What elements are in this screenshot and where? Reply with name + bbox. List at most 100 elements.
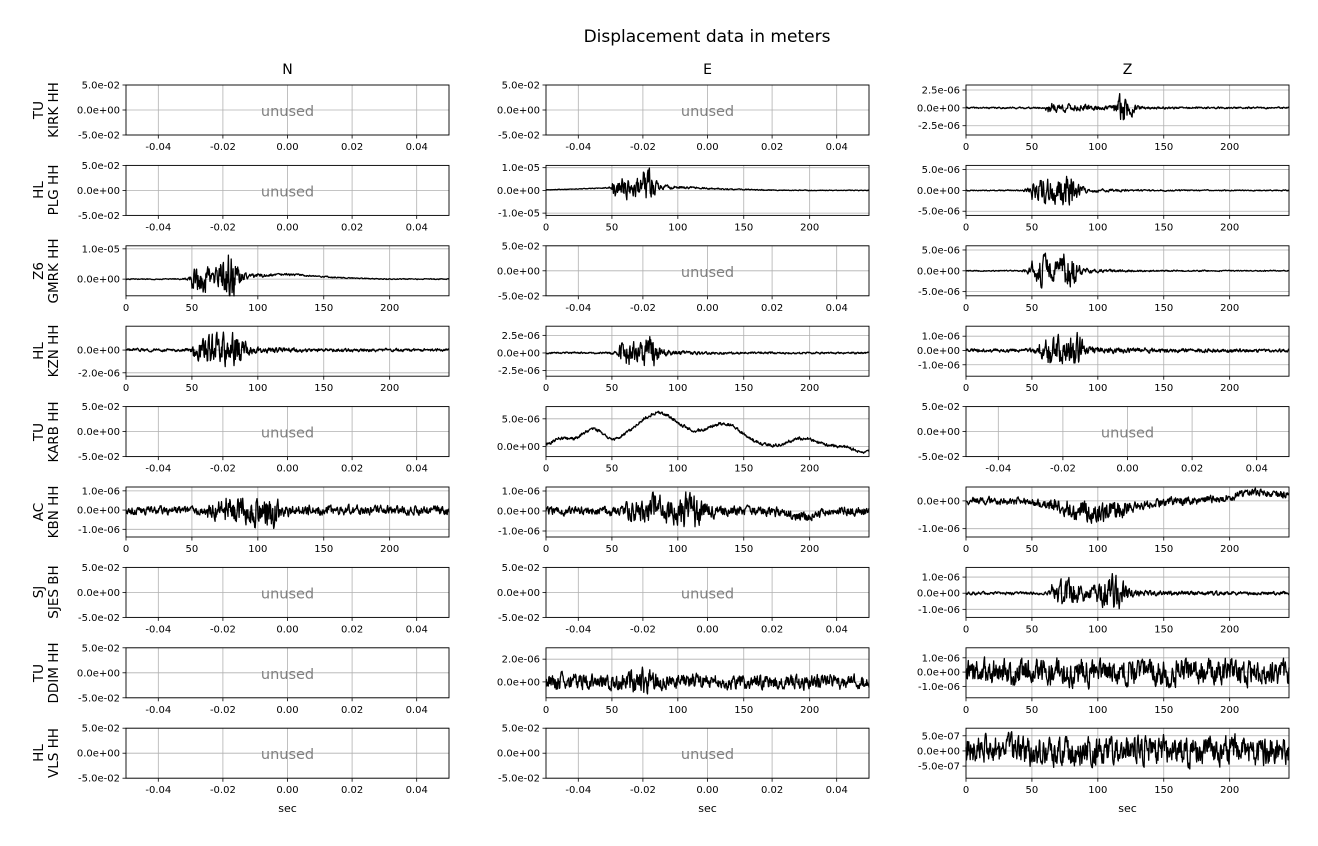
station-code: KARB HH (46, 401, 62, 463)
panel-3-n-xtick-label-1: 50 (186, 383, 199, 394)
x-axis-label-z: sec (1118, 802, 1137, 815)
panel-8-z-xtick-label-1: 50 (1026, 785, 1039, 796)
panel-5-n-ytick-label-0: 1.0e-06 (82, 486, 120, 497)
panel-4-n-ytick-label-1: 0.0e+00 (77, 427, 120, 438)
panel-8-n (122, 727, 450, 782)
panel-6-n-ytick-label-1: 0.0e+00 (77, 588, 120, 599)
panel-7-z-xtick-label-1: 50 (1026, 705, 1039, 716)
panel-8-e-xtick-label-1: -0.02 (630, 785, 656, 796)
panel-1-n (122, 164, 450, 219)
panel-7-z-ytick-label-0: 1.0e-06 (922, 653, 960, 664)
panel-5-z-xtick-label-0: 0 (963, 544, 969, 555)
panel-1-n-ytick-label-0: 5.0e-02 (82, 161, 120, 172)
station-label-2: Z6 GMRK HH (31, 231, 62, 311)
panel-3-n-xtick-label-3: 150 (314, 383, 333, 394)
panel-1-e-ytick-label-2: -1.0e-05 (498, 209, 540, 220)
station-code: SJES BH (46, 565, 62, 620)
panel-3-e (542, 325, 870, 380)
station-label-0: TU KIRK HH (31, 70, 62, 150)
panel-7-e-trace (545, 666, 870, 695)
panel-2-n-ytick-label-0: 1.0e-05 (82, 244, 120, 255)
panel-1-e (542, 164, 870, 219)
panel-3-e-xtick-label-0: 0 (543, 383, 549, 394)
panel-6-e-xtick-label-1: -0.02 (630, 624, 656, 635)
panel-7-e-ytick-label-1: 0.0e+00 (497, 677, 540, 688)
panel-2-e-ytick-label-1: 0.0e+00 (497, 266, 540, 277)
panel-0-n-unused-label: unused (261, 104, 314, 120)
panel-5-z-xtick-label-1: 50 (1026, 544, 1039, 555)
panel-8-e-unused-label: unused (681, 747, 734, 763)
panel-2-z-trace (965, 252, 1290, 289)
panel-0-e-xtick-label-0: -0.04 (565, 142, 591, 153)
panel-6-z-ytick-label-2: -1.0e-06 (918, 605, 960, 616)
station-label-8: HL VLS HH (31, 713, 62, 793)
panel-5-n-xtick-label-4: 200 (380, 544, 399, 555)
panel-3-n-xtick-label-2: 100 (248, 383, 267, 394)
panel-0-n-xtick-label-2: 0.00 (276, 142, 298, 153)
station-label-4: TU KARB HH (31, 392, 62, 472)
panel-6-e-xtick-label-4: 0.04 (826, 624, 848, 635)
panel-5-e-ytick-label-0: 1.0e-06 (502, 487, 540, 498)
panel-1-z-frame (965, 164, 1290, 216)
panel-6-e-unused-label: unused (681, 586, 734, 602)
panel-4-n-unused-label: unused (261, 426, 314, 442)
panel-8-z-xtick-label-2: 100 (1088, 785, 1107, 796)
panel-8-n-xtick-label-1: -0.02 (210, 785, 236, 796)
panel-0-e-xtick-label-1: -0.02 (630, 142, 656, 153)
panel-0-z-ytick-label-2: -2.5e-06 (918, 121, 960, 132)
panel-2-z-ytick-label-0: 5.0e-06 (922, 245, 960, 256)
panel-8-z-xtick-label-0: 0 (963, 785, 969, 796)
panel-6-n-unused-label: unused (261, 586, 314, 602)
panel-7-e-xtick-label-3: 150 (734, 705, 753, 716)
panel-5-n-xtick-label-1: 50 (186, 544, 199, 555)
panel-6-n-xtick-label-1: -0.02 (210, 624, 236, 635)
station-code: KBN HH (46, 485, 62, 539)
panel-8-z-ytick-label-2: -5.0e-07 (918, 762, 960, 773)
panel-5-e-xtick-label-0: 0 (543, 544, 549, 555)
network-code: AC (31, 502, 47, 522)
panel-3-e-ytick-label-0: 2.5e-06 (502, 331, 540, 342)
panel-1-z-ytick-label-0: 5.0e-06 (922, 165, 960, 176)
panel-5-z-ytick-label-0: 0.0e+00 (917, 496, 960, 507)
panel-8-e-ytick-label-0: 5.0e-02 (502, 724, 540, 735)
panel-1-n-frame (125, 164, 450, 216)
panel-2-e-frame (545, 245, 870, 297)
panel-2-n-xtick-label-0: 0 (123, 303, 129, 314)
panel-7-z-ytick-label-2: -1.0e-06 (918, 682, 960, 693)
panel-1-n-xtick-label-4: 0.04 (406, 222, 428, 233)
panel-4-z (962, 406, 1290, 461)
panel-5-z-frame (965, 486, 1290, 538)
panel-0-z-xtick-label-0: 0 (963, 142, 969, 153)
panel-3-n-ytick-label-0: 0.0e+00 (77, 346, 120, 357)
station-code: DDIM HH (46, 642, 62, 704)
panel-4-z-xtick-label-2: 0.00 (1116, 464, 1138, 475)
panel-3-e-xtick-label-3: 150 (734, 383, 753, 394)
panel-6-e (542, 566, 870, 621)
panel-6-n-xtick-label-0: -0.04 (145, 624, 171, 635)
station-label-6: SJ SJES BH (31, 552, 62, 632)
panel-8-e-xtick-label-4: 0.04 (826, 785, 848, 796)
panel-2-e-xtick-label-3: 0.02 (761, 303, 783, 314)
panel-5-n-ytick-label-1: 0.0e+00 (77, 506, 120, 517)
panel-2-e-xtick-label-1: -0.02 (630, 303, 656, 314)
panel-3-z-xtick-label-2: 100 (1088, 383, 1107, 394)
panel-5-n-ytick-label-2: -1.0e-06 (78, 525, 120, 536)
panel-8-z-frame (965, 727, 1290, 779)
panel-5-e-xtick-label-1: 50 (606, 544, 619, 555)
panel-6-n-ytick-label-0: 5.0e-02 (82, 563, 120, 574)
panel-7-n-xtick-label-1: -0.02 (210, 705, 236, 716)
panel-4-z-ytick-label-1: 0.0e+00 (917, 427, 960, 438)
panel-1-e-ytick-label-0: 1.0e-05 (502, 163, 540, 174)
panel-3-e-ytick-label-2: -2.5e-06 (498, 366, 540, 377)
station-code: PLG HH (46, 165, 62, 216)
panel-7-n-xtick-label-0: -0.04 (145, 705, 171, 716)
panel-0-n-xtick-label-4: 0.04 (406, 142, 428, 153)
panel-1-e-xtick-label-0: 0 (543, 222, 549, 233)
panel-0-n-xtick-label-0: -0.04 (145, 142, 171, 153)
panel-1-z-ytick-label-2: -5.0e-06 (918, 207, 960, 218)
panel-0-e-xtick-label-4: 0.04 (826, 142, 848, 153)
figure-title: Displacement data in meters (583, 27, 831, 47)
panel-4-z-unused-label: unused (1101, 426, 1154, 442)
panel-8-z-xtick-label-4: 200 (1220, 785, 1239, 796)
